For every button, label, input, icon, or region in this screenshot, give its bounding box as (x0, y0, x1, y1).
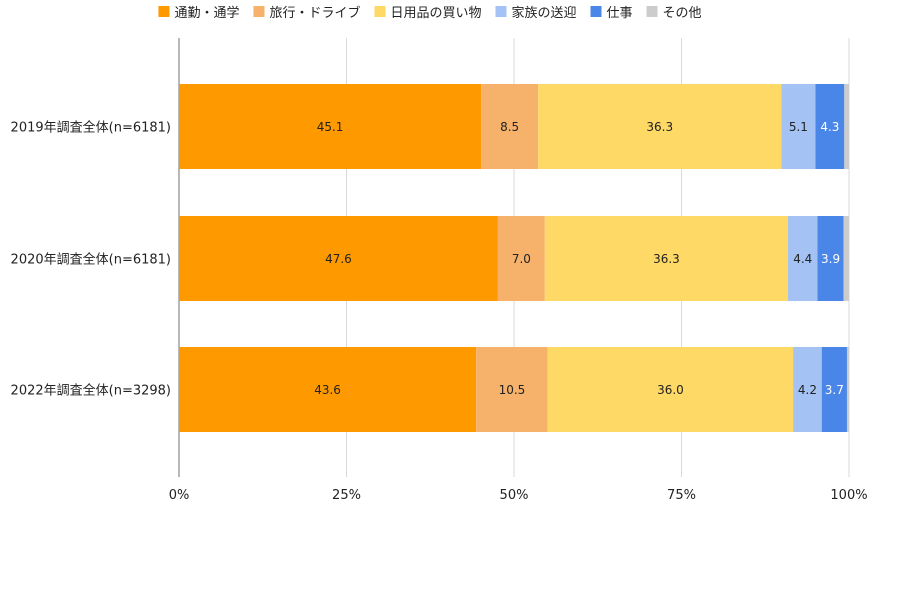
x-tick-label: 25% (332, 488, 361, 503)
data-label: 5.1 (789, 120, 808, 134)
data-label: 47.6 (325, 252, 352, 266)
bar-segment (793, 347, 822, 432)
legend-swatch (374, 6, 386, 17)
data-label: 4.2 (798, 383, 817, 397)
x-tick-label: 100% (830, 488, 867, 503)
bar-segment (846, 347, 849, 432)
legend-swatch (590, 6, 602, 17)
x-tick-label: 75% (667, 488, 696, 503)
bar-segment (497, 216, 545, 301)
data-label: 4.3 (820, 120, 839, 134)
bar-segment (815, 84, 845, 169)
legend-label: 仕事 (607, 6, 633, 21)
legend-label: 旅行・ドライブ (269, 5, 360, 21)
bar-segment (817, 216, 844, 301)
x-axis-tick-labels: 0% 25% 50% 75% 100% (169, 488, 868, 503)
bar-segment (544, 216, 789, 301)
legend-label: 通勤・通学 (174, 5, 239, 21)
bar-segment (781, 84, 816, 169)
bar-segment (538, 84, 782, 169)
legend-label: 家族の送迎 (512, 5, 577, 21)
data-label: 45.1 (317, 120, 344, 134)
legend-label: その他 (663, 6, 702, 21)
bars: 45.1 8.5 36.3 5.1 4.3 47.6 7.0 36.3 4.4 3.9 43.6 10… (179, 84, 849, 432)
bar-segment (844, 84, 849, 169)
data-label: 36.0 (657, 383, 684, 397)
y-axis-labels: 2019年調査全体(n=6181) 2020年調査全体(n=6181) 2022年調… (11, 120, 171, 399)
bar-segment (179, 216, 498, 301)
x-tick-label: 50% (500, 488, 529, 503)
bar-segment (179, 84, 482, 169)
legend-swatch (253, 6, 265, 17)
data-label: 43.6 (314, 383, 341, 397)
legend-swatch (495, 6, 507, 17)
legend-swatch (646, 6, 658, 17)
bar-segment (821, 347, 847, 432)
data-label: 8.5 (500, 120, 519, 134)
bar-segment (547, 347, 794, 432)
data-label: 36.3 (653, 252, 680, 266)
bar-segment (788, 216, 818, 301)
category-label: 2022年調査全体(n=3298) (11, 383, 171, 399)
bar-segment (476, 347, 548, 432)
data-label: 4.4 (793, 252, 812, 266)
category-label: 2020年調査全体(n=6181) (11, 252, 171, 268)
data-label: 7.0 (512, 252, 531, 266)
data-label: 3.7 (825, 383, 844, 397)
x-tick-label: 0% (169, 488, 190, 503)
legend-label: 日用品の買い物 (390, 6, 481, 21)
data-label: 3.9 (821, 252, 840, 266)
legend: 通勤・通学 旅行・ドライブ 日用品の買い物 家族の送迎 仕事 その他 (158, 5, 702, 21)
data-label: 10.5 (499, 383, 526, 397)
legend-swatch (158, 6, 170, 17)
bar-segment (843, 216, 849, 301)
bar-segment (179, 347, 477, 432)
category-label: 2019年調査全体(n=6181) (11, 120, 171, 136)
data-label: 36.3 (646, 120, 673, 134)
bar-segment (481, 84, 539, 169)
